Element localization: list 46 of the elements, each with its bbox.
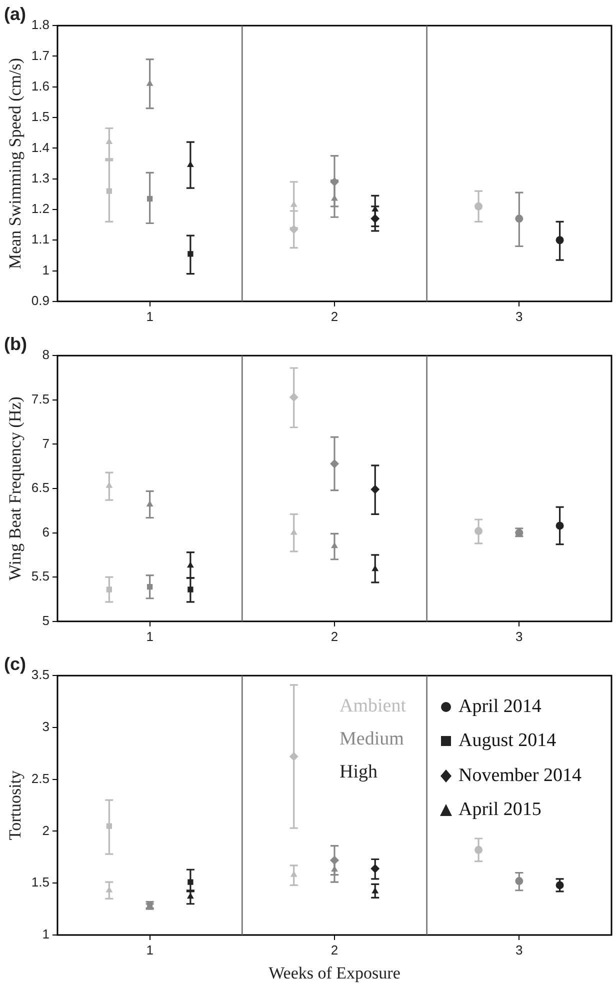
chart-title: (a) xyxy=(4,4,26,24)
x-tick-label: 3 xyxy=(516,308,523,324)
y-axis-title: Wing Beat Frequency (Hz) xyxy=(6,396,25,580)
y-tick-label: 1 xyxy=(42,262,50,278)
x-tick-label: 3 xyxy=(516,942,523,958)
y-tick-label: 1.8 xyxy=(31,17,50,32)
y-tick-label: 1.2 xyxy=(31,201,50,216)
chart-title: (c) xyxy=(4,654,26,674)
y-tick-label: 7.5 xyxy=(31,391,50,406)
x-tick-label: 3 xyxy=(516,628,523,644)
y-tick-label: 2.5 xyxy=(31,770,50,786)
x-axis-title: Weeks of Exposure xyxy=(268,963,400,982)
y-tick-label: 1.4 xyxy=(31,140,50,155)
y-tick-label: 1.7 xyxy=(31,48,50,63)
chart-title: (b) xyxy=(4,334,27,354)
y-tick-label: 8 xyxy=(42,347,50,362)
y-tick-label: 2 xyxy=(42,822,50,838)
annotation: Ambient xyxy=(340,696,407,717)
y-axis-title: Mean Swimming Speed (cm/s) xyxy=(6,58,25,270)
x-tick-label: 2 xyxy=(330,942,338,958)
y-tick-label: 3 xyxy=(42,719,50,734)
annotation: Medium xyxy=(340,728,404,750)
x-tick-label: 2 xyxy=(330,628,338,644)
y-axis-title: Tortuosity xyxy=(6,770,25,840)
legend-label: April 2014 xyxy=(458,694,542,719)
annotation: High xyxy=(340,762,378,783)
y-tick-label: 1.5 xyxy=(31,874,50,890)
y-tick-label: 6.5 xyxy=(31,480,50,496)
x-tick-label: 2 xyxy=(330,308,338,324)
y-tick-label: 6 xyxy=(42,524,50,540)
legend-label: November 2014 xyxy=(458,764,582,788)
y-tick-label: 7 xyxy=(42,436,50,451)
y-tick-label: 1.3 xyxy=(31,170,50,186)
y-tick-label: 3.5 xyxy=(31,667,50,682)
x-tick-label: 1 xyxy=(146,308,154,324)
x-tick-label: 1 xyxy=(146,628,154,644)
y-tick-label: 1.5 xyxy=(31,109,50,124)
y-tick-label: 5.5 xyxy=(31,568,50,584)
y-tick-label: 5 xyxy=(42,612,50,628)
y-tick-label: 1.6 xyxy=(31,78,50,94)
y-tick-label: 0.9 xyxy=(31,292,50,308)
y-tick-label: 1 xyxy=(42,926,50,942)
legend-label: August 2014 xyxy=(458,729,556,754)
legend-label: April 2015 xyxy=(458,798,542,822)
x-tick-label: 1 xyxy=(146,942,154,958)
y-tick-label: 1.1 xyxy=(31,232,50,247)
